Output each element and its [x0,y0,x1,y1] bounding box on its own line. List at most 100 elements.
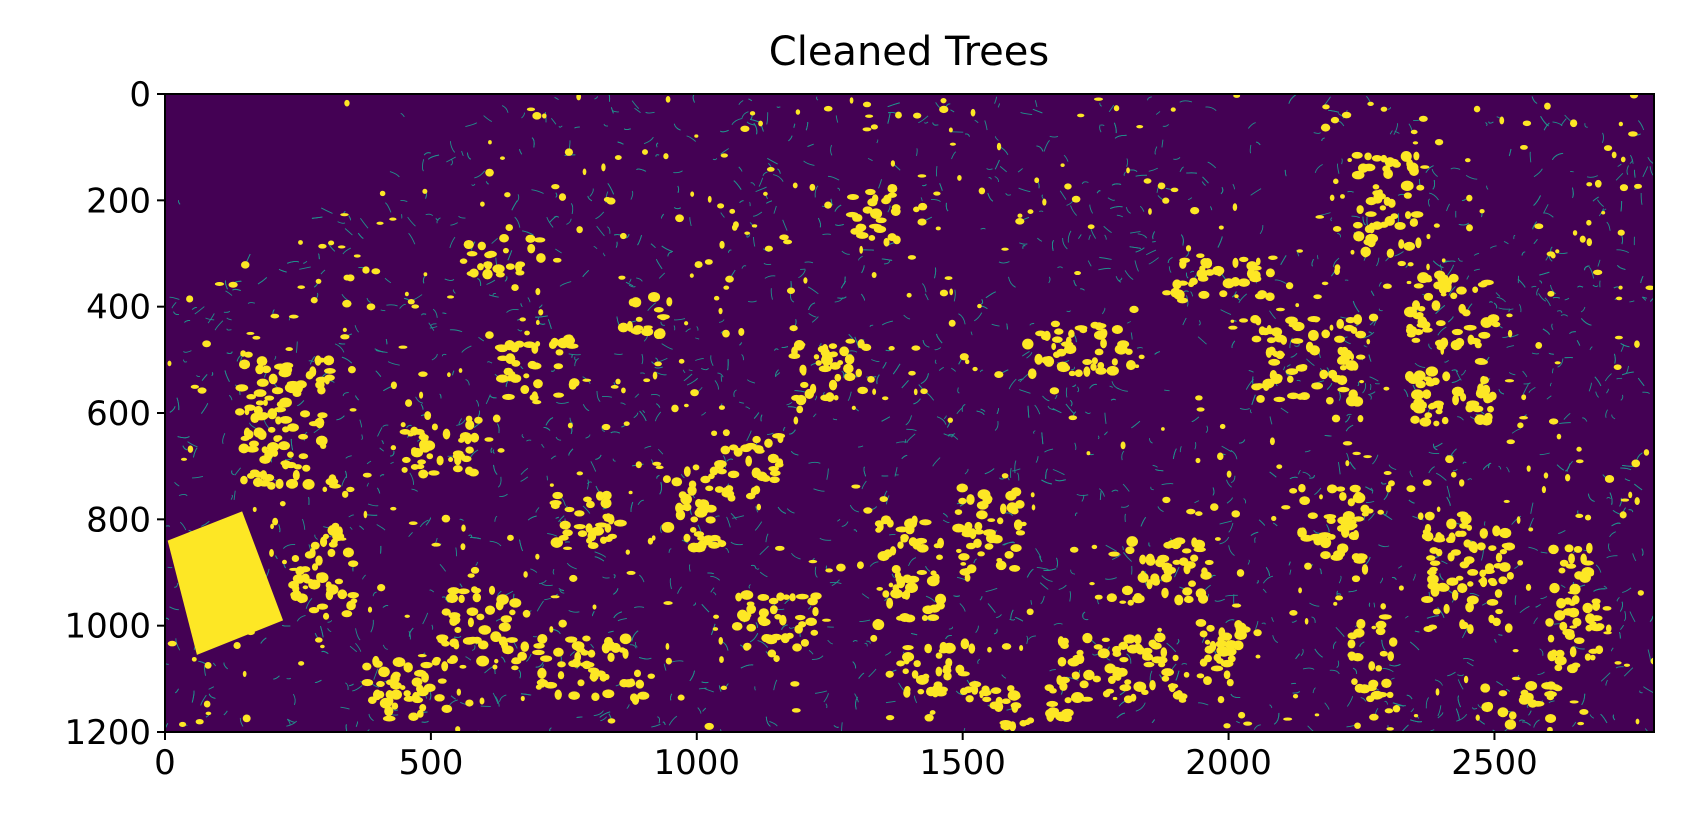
tree-blob [343,274,351,281]
edge-fragment [287,718,295,723]
edge-fragment [686,377,699,386]
tree-blob [347,592,359,599]
edge-fragment [1485,122,1488,127]
tree-blob [1504,379,1515,383]
edge-fragment [550,118,557,125]
tree-blob [628,490,633,495]
edge-fragment [1174,566,1180,578]
edge-fragment [1594,376,1602,387]
edge-fragment [1448,286,1456,296]
edge-fragment [730,513,737,520]
tree-blob [577,679,585,687]
tree-blob [1065,336,1072,345]
edge-fragment [1369,376,1379,382]
tree-blob [398,345,408,349]
edge-fragment [1522,384,1529,395]
edge-fragment [655,154,660,157]
edge-fragment [951,367,957,372]
edge-fragment [759,571,768,578]
edge-fragment [272,309,275,315]
tree-blob [760,474,771,482]
tree-blob [1525,680,1538,691]
edge-fragment [225,290,233,296]
edge-fragment [1058,584,1067,590]
edge-fragment [789,429,796,435]
edge-fragment [1619,601,1624,612]
tree-blob [943,671,952,681]
edge-fragment [1637,120,1645,131]
edge-fragment [1191,416,1200,423]
tree-blob [1382,222,1388,227]
tree-blob [1386,248,1395,258]
tree-blob [1456,286,1467,295]
tree-blob [1230,277,1241,287]
tree-blob [1156,656,1168,664]
edge-fragment [514,216,521,228]
tree-blob [302,464,311,472]
edge-fragment [924,121,929,124]
tree-blob [665,96,671,103]
tree-blob [405,399,413,407]
tree-blob [1368,313,1379,322]
tree-blob [490,631,502,643]
tree-blob [663,601,673,605]
tree-blob [996,142,1002,151]
tree-blob [731,224,738,231]
edge-fragment [864,642,868,647]
tree-blob [276,401,286,408]
edge-fragment [1121,450,1125,461]
edge-fragment [1506,345,1514,349]
tree-blob [1430,585,1440,597]
tree-blob [568,660,579,668]
tree-blob [1464,158,1471,163]
tree-blob [764,438,773,448]
tree-blob [1428,576,1437,587]
y-tick-label: 0 [129,75,151,115]
tree-blob [973,538,982,548]
chart-title: Cleaned Trees [769,29,1049,75]
edge-fragment [439,393,442,399]
tree-blob [1154,632,1166,643]
edge-fragment [520,476,529,482]
tree-blob [1210,665,1224,672]
edge-fragment [1207,161,1217,169]
tree-blob [1004,551,1014,559]
tree-blob [913,112,922,119]
tree-blob [1120,441,1126,450]
edge-fragment [586,481,592,485]
edge-fragment [1194,442,1197,450]
tree-blob [1150,573,1160,584]
edge-fragment [239,717,244,727]
edge-fragment [854,336,860,349]
tree-blob [970,108,976,117]
edge-fragment [826,468,829,480]
edge-fragment [400,199,408,202]
tree-blob [1475,714,1480,721]
tree-blob [708,473,715,480]
x-tick-label: 1500 [919,743,1006,783]
edge-fragment [1033,430,1036,434]
tree-blob [1574,571,1584,580]
edge-fragment [1190,291,1194,297]
tree-blob [643,328,650,337]
edge-fragment [727,359,729,371]
edge-fragment [362,574,366,580]
tree-blob [267,442,280,452]
edge-fragment [755,622,758,628]
edge-fragment [1622,587,1632,593]
tree-blob [1403,192,1412,199]
tree-blob [812,606,819,617]
edge-fragment [1620,624,1625,630]
tree-blob [1057,363,1071,373]
tree-blob [1119,600,1127,604]
edge-fragment [925,566,931,572]
tree-blob [544,681,558,689]
edge-fragment [894,467,898,477]
tree-blob [1499,527,1512,539]
tree-blob [399,428,411,435]
edge-fragment [1580,306,1586,313]
tree-blob [1195,511,1203,517]
tree-blob [862,101,872,108]
edge-fragment [753,122,758,135]
tree-blob [344,99,350,107]
